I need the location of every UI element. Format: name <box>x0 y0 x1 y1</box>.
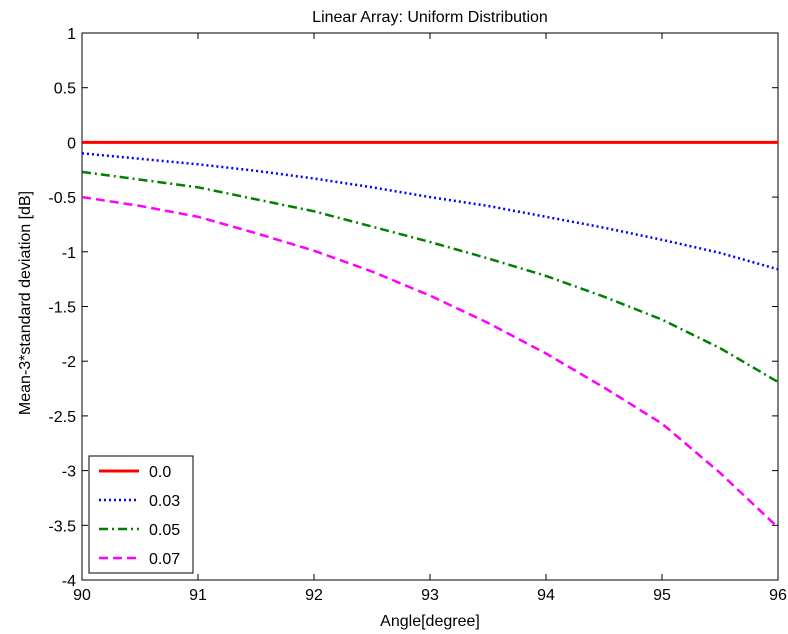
y-axis-label: Mean-3*standard deviation [dB] <box>17 191 34 415</box>
y-tick-label: -2.5 <box>48 409 76 426</box>
legend-box <box>88 455 194 574</box>
legend-label: 0.03 <box>149 493 180 510</box>
x-axis-label: Angle[degree] <box>380 613 480 630</box>
y-tick-label: -1.5 <box>48 300 76 317</box>
legend-label: 0.0 <box>149 464 171 481</box>
legend-label: 0.07 <box>149 551 180 568</box>
series-line-0.03 <box>81 152 779 271</box>
x-tick-label: 91 <box>189 587 207 604</box>
y-tick-label: 0.5 <box>54 81 76 98</box>
y-tick-label: -3.5 <box>48 518 76 535</box>
series-line-0.05 <box>81 170 779 384</box>
y-tick-label: -4 <box>62 573 76 590</box>
series-lines <box>81 140 779 529</box>
y-tick-label: -2 <box>62 354 76 371</box>
x-tick-label: 92 <box>305 587 323 604</box>
x-tick-label: 96 <box>769 587 787 604</box>
axis-ticks: 90 91 92 93 94 95 96 1 0.5 0 -0.5 -1 -1.5 -2 -2.5 -3 -3.… <box>48 26 787 604</box>
y-tick-label: -3 <box>62 464 76 481</box>
y-tick-label: 0 <box>67 135 76 152</box>
y-tick-label: 1 <box>67 26 76 43</box>
x-tick-label: 93 <box>421 587 439 604</box>
x-tick-label: 90 <box>73 587 91 604</box>
chart-title: Linear Array: Uniform Distribution <box>312 9 548 26</box>
y-tick-label: -0.5 <box>48 190 76 207</box>
legend: 0.0 0.03 0.05 0.07 <box>88 455 194 574</box>
y-tick-label: -1 <box>62 245 76 262</box>
x-tick-label: 94 <box>537 587 555 604</box>
legend-label: 0.05 <box>149 522 180 539</box>
series-line-0.07 <box>81 195 779 529</box>
x-tick-label: 95 <box>653 587 671 604</box>
